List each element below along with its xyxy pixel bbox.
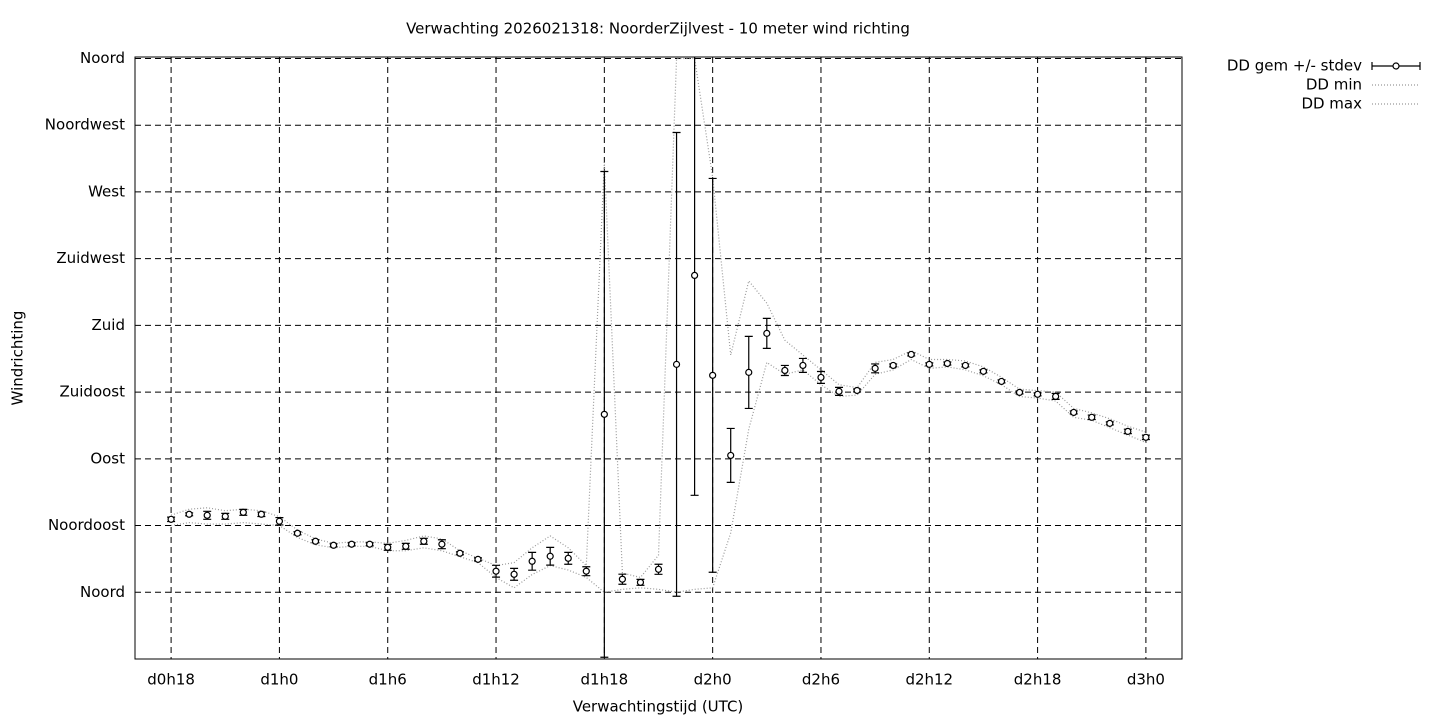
data-point	[185, 510, 193, 518]
data-point	[438, 540, 446, 548]
data-point	[763, 329, 771, 337]
data-point	[348, 540, 356, 548]
data-point	[528, 557, 536, 565]
data-point	[600, 410, 608, 418]
legend-swatch	[1392, 62, 1400, 70]
data-point	[636, 578, 645, 586]
data-point	[1015, 388, 1024, 396]
data-point	[510, 570, 518, 578]
data-point	[1124, 427, 1132, 435]
data-point	[474, 555, 482, 563]
x-tick-label: d0h18	[147, 671, 195, 689]
x-axis-label: Verwachtingstijd (UTC)	[573, 698, 744, 716]
data-point	[835, 387, 843, 395]
data-point	[997, 377, 1006, 386]
data-point	[546, 552, 554, 560]
x-tick-label: d1h18	[581, 671, 629, 689]
x-tick-label: d2h12	[905, 671, 953, 689]
data-point	[1070, 408, 1078, 417]
x-tick-label: d1h12	[472, 671, 520, 689]
data-point	[167, 515, 175, 523]
data-point	[384, 543, 392, 551]
data-point	[582, 567, 590, 575]
y-tick-label: Noord	[80, 583, 125, 601]
legend-label: DD min	[1306, 76, 1362, 94]
data-point	[1088, 413, 1096, 421]
y-axis-label: Windrichting	[9, 311, 27, 406]
data-point	[420, 537, 428, 545]
y-tick-label: Noord	[80, 49, 125, 67]
data-point	[727, 451, 735, 460]
data-point	[709, 371, 717, 379]
data-point	[853, 386, 861, 395]
data-point	[564, 554, 572, 562]
x-tick-label: d1h0	[260, 671, 298, 689]
data-point	[925, 360, 933, 368]
data-point	[745, 368, 753, 376]
x-tick-label: d3h0	[1127, 671, 1165, 689]
legend-label: DD max	[1301, 95, 1362, 113]
data-point	[907, 350, 915, 359]
data-point	[781, 366, 789, 375]
data-point	[1033, 390, 1042, 398]
plot-border	[134, 56, 1183, 660]
y-tick-label: Zuidwest	[56, 249, 125, 267]
data-point	[979, 367, 988, 375]
data-point	[239, 508, 247, 516]
data-point	[889, 361, 897, 370]
data-point	[456, 549, 464, 557]
y-tick-label: Noordwest	[45, 116, 125, 134]
data-point	[817, 373, 825, 382]
data-point	[329, 541, 338, 549]
data-point	[311, 537, 320, 545]
data-point	[293, 529, 302, 537]
data-point	[221, 512, 229, 520]
data-point	[871, 364, 879, 372]
data-point	[492, 567, 500, 575]
plot-area	[167, 57, 1150, 658]
data-point	[672, 360, 681, 368]
data-point	[618, 575, 626, 583]
data-point	[1052, 392, 1060, 401]
data-point	[1106, 419, 1114, 427]
data-point	[961, 361, 969, 370]
y-tick-label: Zuid	[92, 316, 125, 334]
chart-title: Verwachting 2026021318: NoorderZijlvest …	[406, 20, 910, 38]
data-point	[654, 565, 663, 573]
x-tick-label: d1h6	[369, 671, 407, 689]
x-tick-label: d2h0	[694, 671, 732, 689]
data-point	[943, 359, 951, 368]
data-point	[691, 271, 699, 280]
data-point	[402, 542, 410, 550]
legend-label: DD gem +/- stdev	[1227, 57, 1362, 75]
y-tick-label: Oost	[90, 449, 125, 467]
data-point	[257, 510, 265, 518]
y-tick-label: West	[88, 182, 125, 200]
x-tick-label: d2h18	[1014, 671, 1062, 689]
data-point	[275, 517, 284, 525]
data-point	[1142, 433, 1150, 441]
data-point	[799, 361, 807, 370]
y-tick-label: Noordoost	[48, 516, 125, 534]
data-point	[366, 540, 374, 548]
y-tick-label: Zuidoost	[59, 383, 125, 401]
x-tick-label: d2h6	[802, 671, 840, 689]
data-point	[203, 511, 211, 519]
